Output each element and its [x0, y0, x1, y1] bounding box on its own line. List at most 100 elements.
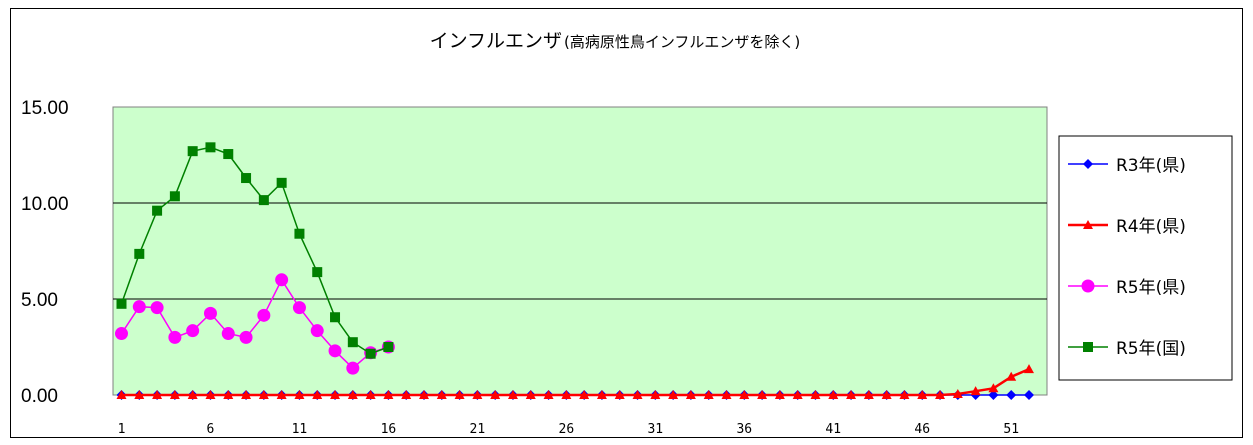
chart-canvas: インフルエンザ (高病原性鳥インフルエンザを除く) 0.00 5.00 10.00 1…	[21, 30, 1233, 437]
data-point	[276, 177, 287, 188]
data-point	[561, 390, 572, 399]
data-point	[276, 390, 287, 399]
series-line	[120, 146, 389, 355]
data-point	[205, 390, 216, 399]
data-point	[543, 390, 554, 399]
y-axis-ticks: 0.00 5.00 10.00 15.00	[21, 98, 69, 407]
data-point	[846, 390, 857, 399]
data-point	[1081, 279, 1095, 293]
data-point	[152, 390, 163, 399]
data-point	[668, 390, 679, 399]
data-point	[881, 390, 892, 399]
y-tick-label: 10.00	[21, 194, 69, 215]
data-point	[347, 390, 358, 399]
data-point	[275, 273, 289, 287]
plot-area	[112, 106, 1048, 396]
data-point	[1006, 390, 1017, 400]
x-tick-label: 1	[118, 422, 126, 437]
data-point	[187, 146, 198, 157]
legend-label: R3年(県)	[1116, 156, 1186, 176]
data-point	[115, 327, 128, 341]
data-point	[241, 390, 252, 399]
data-point	[917, 390, 928, 399]
data-point	[134, 248, 145, 259]
data-point	[312, 267, 323, 278]
data-point	[1006, 371, 1017, 381]
legend-label: R4年(県)	[1116, 217, 1186, 237]
legend-label: R5年(国)	[1116, 339, 1186, 359]
data-point	[205, 142, 216, 153]
data-point	[312, 390, 323, 399]
data-point	[383, 342, 394, 352]
data-point	[952, 389, 963, 399]
data-point	[383, 390, 394, 399]
data-point	[241, 173, 252, 184]
x-tick-label: 16	[381, 422, 397, 437]
data-point	[330, 390, 341, 399]
data-point	[650, 390, 661, 399]
legend-label: R5年(県)	[1116, 278, 1186, 298]
data-point	[970, 386, 981, 396]
y-tick-label: 15.00	[21, 98, 69, 119]
data-point	[294, 390, 305, 399]
legend-item: R5年(県)	[1068, 278, 1186, 298]
data-point	[721, 390, 732, 399]
data-point	[1083, 342, 1093, 352]
data-point	[703, 390, 714, 399]
data-point	[899, 390, 910, 399]
data-point	[436, 390, 447, 399]
data-point	[935, 390, 946, 399]
data-point	[988, 383, 999, 393]
x-axis-ticks: 1 6 11 16 21 26 31 36 41 46 51	[118, 422, 1019, 437]
data-point	[294, 228, 305, 239]
series-layer	[115, 142, 1034, 400]
series-line	[120, 278, 389, 370]
x-tick-label: 46	[914, 422, 930, 437]
y-tick-label: 0.00	[21, 386, 58, 407]
data-point	[988, 390, 999, 400]
data-point	[150, 301, 164, 315]
data-point	[792, 390, 803, 399]
data-point	[828, 390, 839, 399]
data-point	[401, 390, 412, 399]
data-point	[258, 195, 269, 206]
x-tick-label: 36	[736, 422, 752, 437]
data-point	[328, 344, 342, 358]
x-tick-label: 41	[825, 422, 841, 437]
data-point	[258, 390, 269, 399]
data-point	[685, 390, 696, 399]
data-point	[134, 390, 145, 399]
data-point	[472, 390, 483, 399]
data-point	[223, 149, 234, 160]
data-point	[490, 390, 501, 399]
chart-frame: インフルエンザ (高病原性鳥インフルエンザを除く) 0.00 5.00 10.00 1…	[10, 8, 1243, 438]
x-tick-label: 6	[207, 422, 215, 437]
data-point	[739, 390, 750, 399]
data-point	[632, 390, 643, 399]
data-point	[221, 327, 235, 341]
data-point	[116, 390, 127, 399]
data-point	[525, 390, 536, 399]
legend-box	[1058, 135, 1233, 381]
data-point	[365, 390, 376, 399]
data-point	[1083, 159, 1093, 169]
data-point	[132, 300, 146, 314]
data-point	[1024, 364, 1034, 374]
data-point	[239, 330, 253, 344]
data-point	[757, 390, 768, 399]
data-point	[579, 390, 590, 399]
x-tick-label: 11	[292, 422, 308, 437]
chart-subtitle: (高病原性鳥インフルエンザを除く)	[564, 33, 800, 51]
data-point	[1024, 390, 1034, 400]
data-point	[187, 390, 198, 399]
data-point	[152, 205, 163, 216]
data-point	[1083, 220, 1093, 229]
x-tick-label: 51	[1003, 422, 1019, 437]
data-point	[346, 361, 360, 375]
series-line	[121, 367, 1030, 397]
legend-item: R4年(県)	[1068, 217, 1186, 237]
data-point	[596, 390, 607, 399]
data-point	[168, 330, 182, 344]
data-point	[223, 390, 234, 399]
y-tick-label: 5.00	[21, 290, 58, 311]
